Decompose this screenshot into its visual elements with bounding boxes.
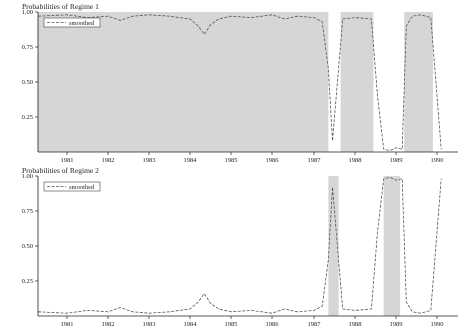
- legend-box: [43, 181, 101, 192]
- legend-label: smoothed: [69, 20, 95, 27]
- x-tick-label: 1985: [225, 157, 238, 164]
- x-tick-label: 1989: [390, 321, 403, 328]
- legend-label: smoothed: [69, 184, 95, 191]
- x-tick-label: 1989: [390, 157, 403, 164]
- x-tick-label: 1987: [308, 157, 322, 164]
- y-tick-label: 0.25: [22, 278, 33, 285]
- shaded-region: [404, 12, 433, 152]
- series-line-smoothed: [37, 14, 442, 152]
- x-tick-label: 1987: [308, 321, 322, 328]
- x-tick-label: 1985: [225, 321, 238, 328]
- shaded-region: [328, 176, 339, 316]
- x-tick-label: 1986: [266, 321, 280, 328]
- x-tick-label: 1982: [102, 321, 115, 328]
- panel-title: Probabilities of Regime 1: [22, 2, 99, 11]
- chart-panel-2: 0.25 0.50 0.75 1.00 1981 1982 1983 1984 1985 1986…: [22, 166, 458, 328]
- panel-title: Probabilities of Regime 2: [22, 166, 99, 175]
- y-tick-label: 0.50: [22, 243, 33, 250]
- shaded-region: [383, 176, 401, 316]
- y-tick-label: 1.00: [22, 173, 33, 180]
- shaded-region: [38, 12, 329, 152]
- y-tick-label: 0.25: [22, 114, 33, 121]
- y-tick-label: 0.50: [22, 79, 33, 86]
- x-tick-label: 1986: [266, 157, 280, 164]
- x-tick-label: 1988: [349, 157, 362, 164]
- x-tick-label: 1990: [431, 157, 444, 164]
- x-tick-label: 1984: [184, 157, 198, 164]
- series-line-smoothed: [37, 176, 442, 314]
- x-tick-label: 1983: [143, 157, 156, 164]
- y-tick-label: 1.00: [22, 9, 33, 16]
- x-tick-label: 1982: [102, 157, 115, 164]
- shaded-region: [340, 12, 374, 152]
- chart-panel-1: 0.25 0.50 0.75 1.00 1981 1982 1983 1984 1985 1986…: [22, 2, 458, 164]
- y-tick-label: 0.75: [22, 208, 33, 215]
- x-tick-label: 1988: [349, 321, 362, 328]
- y-tick-label: 0.75: [22, 44, 33, 51]
- x-tick-label: 1984: [184, 321, 198, 328]
- x-tick-label: 1981: [61, 321, 74, 328]
- legend-box: [43, 17, 101, 28]
- x-tick-label: 1983: [143, 321, 156, 328]
- x-tick-label: 1981: [61, 157, 74, 164]
- x-tick-label: 1990: [431, 321, 444, 328]
